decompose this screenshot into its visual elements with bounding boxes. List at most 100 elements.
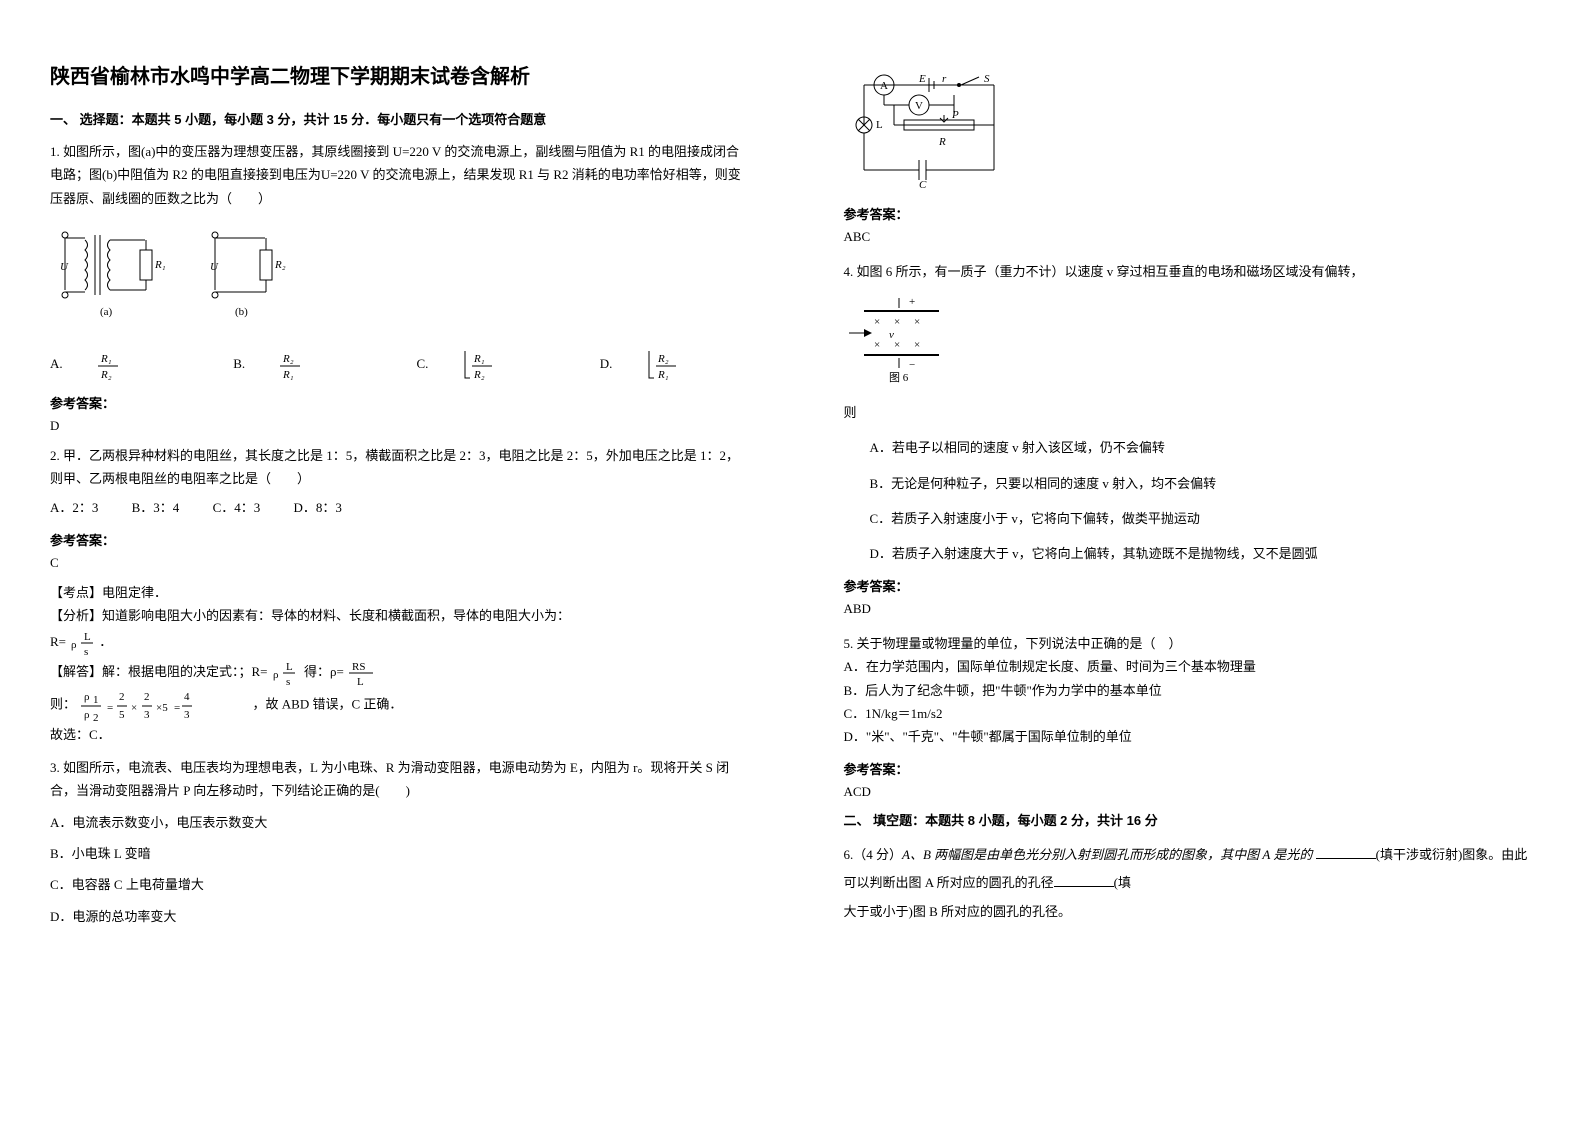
svg-text:R₁: R₁	[282, 369, 294, 380]
q4-answer-label: 参考答案：	[844, 576, 1538, 595]
q1-text: 1. 如图所示，图(a)中的变压器为理想变压器，其原线圈接到 U=220 V 的…	[50, 140, 744, 210]
svg-text:R₁: R₁	[100, 353, 112, 365]
svg-text:S: S	[984, 73, 990, 85]
svg-text:3: 3	[144, 709, 150, 721]
svg-text:RS: RS	[352, 661, 365, 673]
question-3: 3. 如图所示，电流表、电压表均为理想电表，L 为小电珠、R 为滑动变阻器，电源…	[50, 756, 744, 928]
svg-text:R₂: R₂	[282, 353, 294, 365]
q2-jieda: 【解答】解：根据电阻的决定式：；R= ρLs 得：ρ= RSL	[50, 658, 744, 688]
svg-text:V: V	[915, 100, 923, 112]
svg-text:4: 4	[184, 691, 190, 703]
q3-optA: A．电流表示数变小，电压表示数变大	[50, 811, 744, 834]
svg-text:R₂: R₂	[100, 369, 112, 380]
svg-text:×: ×	[894, 339, 900, 351]
svg-text:图 6: 图 6	[889, 371, 909, 383]
svg-text:(b): (b)	[235, 306, 248, 318]
svg-text:×: ×	[894, 316, 900, 328]
q4-answer: ABD	[844, 601, 1538, 617]
svg-text:ρ: ρ	[84, 691, 90, 703]
svg-text:L: L	[286, 661, 293, 673]
svg-text:U: U	[60, 261, 69, 273]
question-6: 6.（4 分）A、B 两幅图是由单色光分别入射到圆孔而形成的图象，其中图 A 是…	[844, 841, 1538, 927]
q6-t3: (填	[1114, 875, 1131, 890]
svg-text:5: 5	[119, 709, 125, 721]
q2-options: A．2：3 B．3：4 C．4：3 D．8：3	[50, 496, 744, 519]
q2-text: 2. 甲．乙两根异种材料的电阻丝，其长度之比是 1：5，横截面积之比是 2：3，…	[50, 444, 744, 491]
svg-text:−: −	[909, 359, 915, 371]
svg-text:L: L	[876, 119, 883, 131]
q4-optD: D．若质子入射速度大于 v，它将向上偏转，其轨迹既不是抛物线，又不是圆弧	[844, 542, 1538, 565]
svg-text:A: A	[880, 80, 888, 92]
q1-optA: A.	[50, 356, 63, 371]
q2-kaodian: 【考点】电阻定律．	[50, 581, 744, 604]
q3-text: 3. 如图所示，电流表、电压表均为理想电表，L 为小电珠、R 为滑动变阻器，电源…	[50, 756, 744, 803]
question-5: 5. 关于物理量或物理量的单位，下列说法中正确的是（ ） A．在力学范围内，国际…	[844, 632, 1538, 749]
q1-optC: C.	[417, 356, 429, 371]
q2-guxuan: 故选：C．	[50, 723, 744, 746]
q2-formula1-text: R=	[50, 634, 66, 649]
q4-text: 4. 如图 6 所示，有一质子（重力不计）以速度 v 穿过相互垂直的电场和磁场区…	[844, 260, 1538, 283]
q6-prefix: 6.（4 分）	[844, 847, 903, 862]
q2-answer-label: 参考答案：	[50, 530, 744, 549]
svg-text:=: =	[174, 702, 180, 714]
svg-text:E: E	[918, 73, 926, 85]
q1-figure: U R₁ (a) U	[50, 220, 744, 337]
q4-ze: 则	[844, 405, 857, 420]
svg-text:U: U	[210, 261, 219, 273]
svg-text:1: 1	[93, 694, 99, 706]
q2-optA: A．2：3	[50, 500, 98, 515]
svg-text:×: ×	[914, 339, 920, 351]
q2-fenxi: 【分析】知道影响电阻大小的因素有：导体的材料、长度和横截面积，导体的电阻大小为：	[50, 604, 744, 627]
q5-optB: B．后人为了纪念牛顿，把"牛顿"作为力学中的基本单位	[844, 679, 1538, 702]
q2-formula1: R= ρLs．	[50, 628, 744, 658]
q2-optB: B．3：4	[132, 500, 180, 515]
svg-text:2: 2	[119, 691, 125, 703]
svg-text:s: s	[286, 676, 290, 688]
q4-optA: A．若电子以相同的速度 v 射入该区域，仍不会偏转	[844, 436, 1538, 459]
q1-answer: D	[50, 418, 744, 434]
svg-text:P: P	[951, 109, 959, 121]
svg-text:×5: ×5	[156, 702, 168, 714]
svg-text:C: C	[919, 179, 927, 190]
q5-text: 5. 关于物理量或物理量的单位，下列说法中正确的是（ ）	[844, 632, 1538, 655]
svg-text:s: s	[84, 646, 88, 658]
svg-text:(a): (a)	[100, 306, 113, 318]
svg-text:×: ×	[874, 316, 880, 328]
svg-text:=: =	[107, 702, 113, 714]
q6-blank1	[1316, 846, 1376, 859]
question-4: 4. 如图 6 所示，有一质子（重力不计）以速度 v 穿过相互垂直的电场和磁场区…	[844, 260, 1538, 566]
question-1: 1. 如图所示，图(a)中的变压器为理想变压器，其原线圈接到 U=220 V 的…	[50, 140, 744, 383]
q6-t4: 大于或小于)图 B 所对应的圆孔的孔径。	[844, 898, 1538, 927]
question-2: 2. 甲．乙两根异种材料的电阻丝，其长度之比是 1：5，横截面积之比是 2：3，…	[50, 444, 744, 520]
svg-text:×: ×	[914, 316, 920, 328]
svg-text:×: ×	[131, 702, 137, 714]
section1-header: 一、 选择题：本题共 5 小题，每小题 3 分，共计 15 分．每小题只有一个选…	[50, 109, 744, 128]
svg-text:r: r	[942, 73, 947, 85]
q3-optC: C．电容器 C 上电荷量增大	[50, 873, 744, 896]
q5-answer-label: 参考答案：	[844, 759, 1538, 778]
svg-text:ρ: ρ	[273, 669, 279, 681]
svg-text:2: 2	[144, 691, 150, 703]
q5-optA: A．在力学范围内，国际单位制规定长度、质量、时间为三个基本物理量	[844, 655, 1538, 678]
q5-optD: D．"米"、"千克"、"牛顿"都属于国际单位制的单位	[844, 725, 1538, 748]
svg-text:R₁: R₁	[473, 353, 485, 365]
svg-text:R₂: R₂	[274, 259, 286, 271]
q3-answer: ABC	[844, 229, 1538, 245]
section2-header: 二、 填空题：本题共 8 小题，每小题 2 分，共计 16 分	[844, 810, 1538, 829]
svg-text:R₁: R₁	[657, 369, 669, 381]
svg-text:+: +	[909, 296, 915, 308]
q2-optC: C．4：3	[213, 500, 261, 515]
svg-text:L: L	[84, 631, 91, 643]
svg-text:×: ×	[874, 339, 880, 351]
svg-text:ρ: ρ	[84, 709, 90, 721]
q2-optD: D．8：3	[293, 500, 341, 515]
q1-optD: D.	[600, 356, 613, 371]
q3-figure: A E r S V L P	[844, 70, 1538, 194]
q1-options: A. R₁R₂ B. R₂R₁ C. R₁R₂ D. R₂R₁	[50, 348, 744, 383]
svg-text:ρ: ρ	[71, 639, 77, 651]
q6-t1: A、B 两幅图是由单色光分别入射到圆孔而形成的图象，其中图 A 是光的	[902, 847, 1312, 862]
svg-text:R₁: R₁	[154, 259, 166, 271]
q2-answer: C	[50, 555, 744, 571]
svg-text:2: 2	[93, 712, 99, 723]
q5-optC: C．1N/kg＝1m/s2	[844, 702, 1538, 725]
